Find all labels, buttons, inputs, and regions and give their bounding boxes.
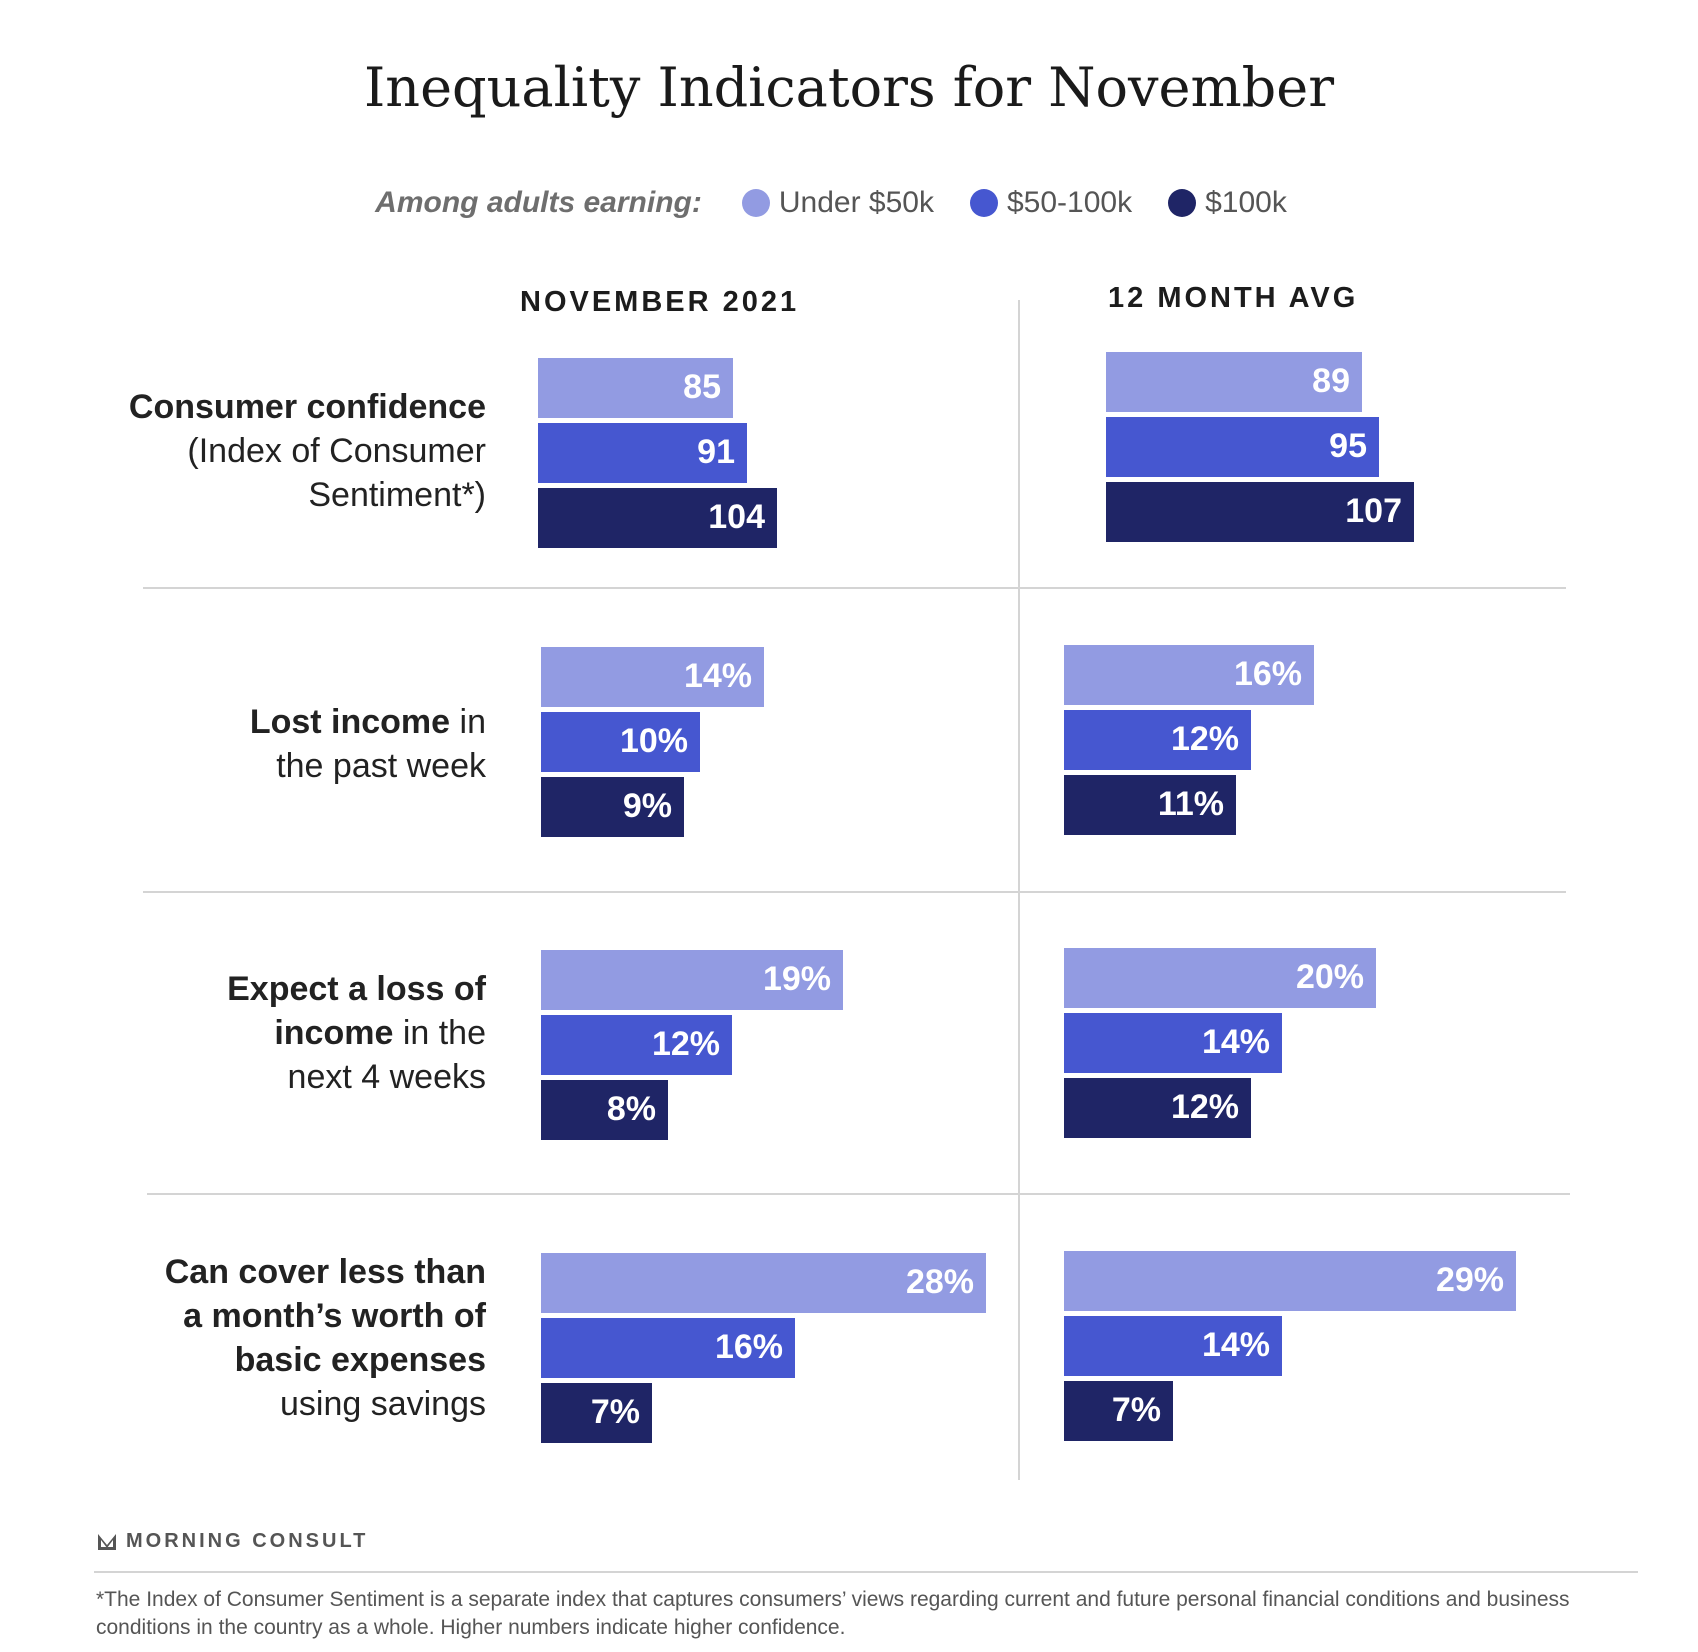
bar-value-label: 20% [1295,958,1364,996]
row-label-rest: in the next 4 weeks [287,1014,486,1096]
bar-value-label: 12% [1170,720,1239,758]
legend-swatch [969,189,998,217]
column-header-november-2021: NOVEMBER 2021 [520,286,800,318]
bar [1064,710,1251,770]
bar [541,712,700,772]
bar [1064,1078,1251,1138]
legend-swatch [741,189,770,217]
bar [1106,482,1414,542]
legend-label: Under $50k [778,186,934,219]
bar [1064,1013,1282,1073]
bar-value-label: 19% [762,960,831,998]
bar [1064,775,1236,835]
bar [541,1080,668,1140]
bar-value-label: 10% [619,722,688,760]
bar [541,777,684,837]
bar-value-label: 91 [697,433,735,471]
bar [541,1318,795,1378]
legend-item-100k: $100k [1168,186,1287,220]
legend-lead: Among adults earning: [375,186,702,219]
morning-consult-logo-icon [98,1533,116,1550]
row-label-consumer-confidence: Consumer confidence (Index of Consumer Se… [129,385,486,517]
bar-value-label: 107 [1345,492,1402,530]
bar [1064,1316,1282,1376]
row-label-bold: Can cover less than a month’s worth of bas… [164,1253,486,1379]
bar-value-label: 16% [1233,655,1302,693]
bar [541,1015,732,1075]
bar-value-label: 14% [1201,1023,1270,1061]
bar-value-label: 85 [683,368,721,406]
bar [1064,645,1314,705]
bar [1064,1251,1516,1311]
bar [541,950,843,1010]
bar [1106,352,1362,412]
row-label-bold: Lost income [249,703,451,741]
brand-name: MORNING CONSULT [126,1530,369,1552]
bar [1064,1381,1173,1441]
legend-item-50-100k: $50-100k [969,186,1133,220]
row-label-rest: (Index of Consumer Sentiment*) [187,432,486,514]
bar-value-label: 14% [683,657,752,695]
row-label-rest: using savings [279,1385,486,1423]
row-label-lost-income: Lost income in the past week [250,700,486,788]
bar-value-label: 9% [622,787,672,825]
brand: MORNING CONSULT [96,1530,368,1553]
chart-title: Inequality Indicators for November [363,56,1335,119]
bar [538,358,733,418]
bar-value-label: 8% [606,1090,656,1128]
bar-value-label: 7% [590,1393,640,1431]
column-divider [1018,300,1020,1480]
row-label-rest: in the past week [276,703,486,785]
bar [538,488,777,548]
column-header-12-month-avg: 12 MONTH AVG [1108,282,1359,314]
bar-value-label: 12% [651,1025,720,1063]
bar-value-label: 29% [1435,1261,1504,1299]
bar-value-label: 11% [1157,785,1224,823]
bar [541,1383,652,1443]
bar [541,1253,986,1313]
row-divider [147,1193,1570,1195]
bar-value-label: 89 [1312,362,1350,400]
legend-label: $50-100k [1006,186,1133,219]
legend-swatch [1168,189,1197,217]
row-label-cover-expenses: Can cover less than a month’s worth of bas… [165,1250,486,1426]
bar-value-label: 104 [708,498,765,536]
bar [1064,948,1376,1008]
row-label-expect-loss: Expect a loss of income in the next 4 week… [227,967,486,1099]
bar-value-label: 14% [1201,1326,1270,1364]
row-label-bold: Expect a loss of income [227,970,486,1052]
row-label-bold: Consumer confidence [128,388,486,426]
legend: Among adults earning: Under $50k $50-100… [0,186,1698,220]
bar [538,423,747,483]
footer-divider [94,1571,1638,1573]
row-divider [143,891,1566,893]
row-divider [143,587,1566,589]
bar-value-label: 95 [1329,427,1367,465]
bar [541,647,764,707]
bar-value-label: 7% [1111,1391,1161,1429]
legend-label: $100k [1205,186,1287,219]
bar [1106,417,1379,477]
footnote: *The Index of Consumer Sentiment is a se… [96,1588,1570,1639]
bar-value-label: 12% [1170,1088,1239,1126]
bar-value-label: 28% [905,1263,974,1301]
bar-value-label: 16% [714,1328,783,1366]
legend-item-under-50k: Under $50k [741,186,934,220]
